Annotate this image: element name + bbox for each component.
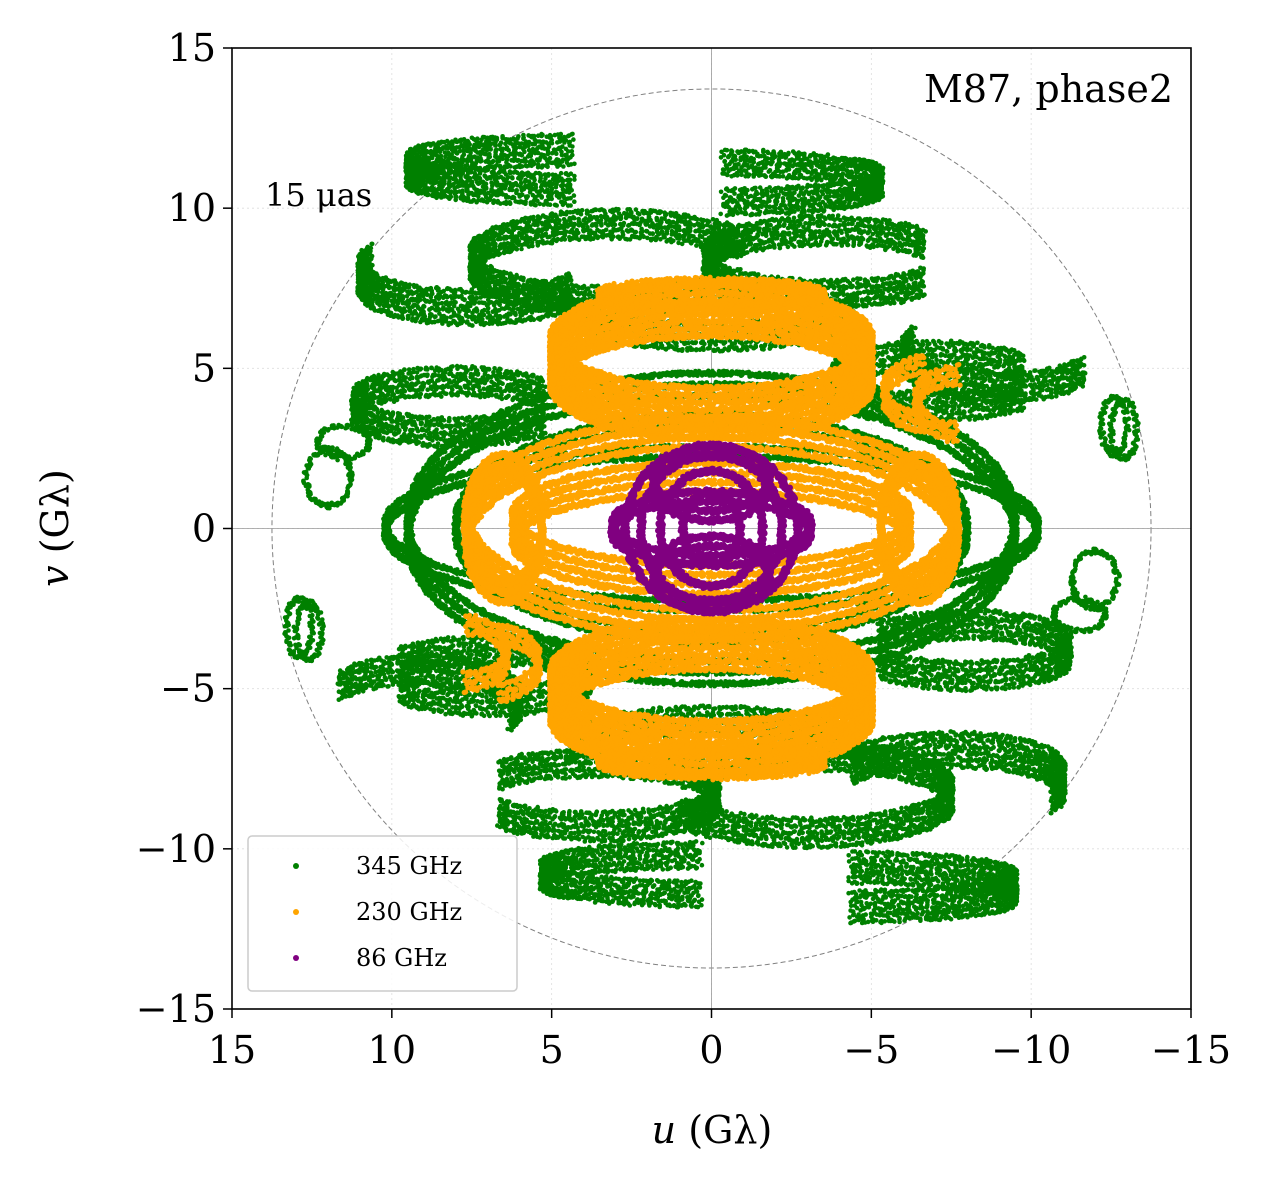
uv-point: [553, 203, 558, 208]
uv-point: [517, 163, 522, 168]
uv-point: [541, 202, 546, 207]
uv-point: [911, 865, 916, 870]
uv-point: [524, 159, 529, 164]
uv-point: [568, 203, 573, 208]
uv-point: [864, 862, 869, 867]
uv-point: [508, 164, 513, 169]
uv-point: [846, 853, 851, 858]
uv-point: [499, 189, 504, 194]
uv-point: [883, 890, 888, 895]
uv-point: [490, 160, 495, 165]
uv-point: [545, 165, 550, 170]
uv-point: [927, 854, 932, 859]
uv-point: [850, 849, 855, 854]
uv-point: [877, 850, 882, 855]
uv-point: [895, 894, 900, 899]
uv-point: [846, 891, 851, 896]
uv-point: [920, 863, 925, 868]
uv-point: [529, 202, 534, 207]
uv-point: [910, 888, 915, 893]
uv-point: [901, 890, 906, 895]
uv-point: [890, 850, 895, 855]
uv-point: [964, 863, 969, 868]
uv-point: [474, 161, 479, 166]
uv-point: [524, 194, 529, 199]
uv-point: [873, 888, 878, 893]
uv-coverage-chart: 15 10 5 0 −5 −10 −15 −15−10−5051015 M87, phase…: [0, 0, 1275, 1185]
uv-point: [942, 855, 947, 860]
uv-point: [895, 858, 900, 863]
uv-point: [529, 158, 534, 163]
uv-point: [454, 190, 459, 195]
uv-point: [561, 164, 566, 169]
uv-point: [866, 850, 871, 855]
uv-point: [550, 191, 555, 196]
uv-point: [904, 863, 909, 868]
uv-point: [507, 188, 512, 193]
uv-point: [559, 200, 564, 205]
uv-point: [911, 851, 916, 856]
uv-point: [514, 189, 519, 194]
uv-point: [536, 162, 541, 167]
uv-point: [989, 860, 994, 865]
uv-point: [945, 891, 950, 896]
uv-point: [860, 853, 865, 858]
uv-point: [555, 190, 560, 195]
uv-point: [430, 193, 435, 198]
uv-point: [548, 156, 553, 161]
uv-point: [869, 862, 874, 867]
uv-point: [572, 162, 577, 167]
uv-point: [929, 892, 934, 897]
uv-point: [965, 855, 970, 860]
uv-point: [492, 198, 497, 203]
uv-point: [476, 198, 481, 203]
uv-point: [857, 888, 862, 893]
uv-point: [453, 198, 458, 203]
uv-point: [871, 897, 876, 902]
uv-point: [572, 199, 577, 204]
uv-point: [508, 201, 513, 206]
uv-point: [889, 894, 894, 899]
